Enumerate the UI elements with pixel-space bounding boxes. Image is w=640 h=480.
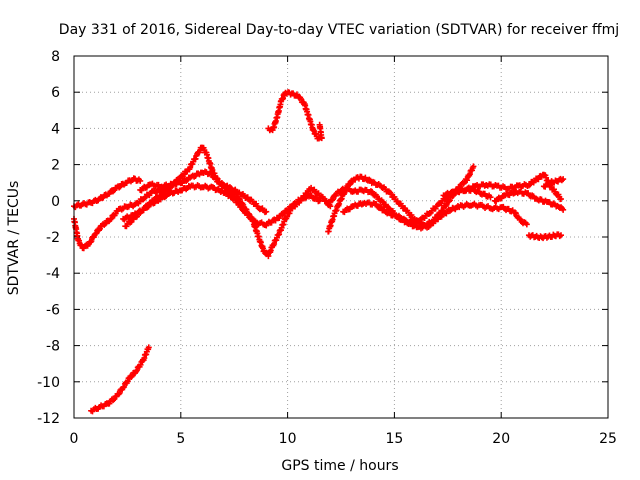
data-point (108, 215, 115, 222)
data-point (238, 204, 245, 211)
data-point (298, 96, 305, 103)
data-point (132, 368, 139, 375)
data-point (124, 378, 131, 385)
x-tick-label: 5 (176, 431, 185, 447)
x-axis-label: GPS time / hours (281, 458, 398, 474)
series-track-n (540, 175, 567, 190)
data-point (535, 176, 542, 183)
series-track-b (71, 175, 144, 211)
grid (74, 56, 608, 418)
x-tick-label: 15 (385, 431, 403, 447)
y-tick-label: 6 (51, 85, 60, 101)
data-points (71, 89, 567, 415)
data-point (133, 367, 140, 374)
data-point (93, 230, 100, 237)
data-point (137, 177, 144, 184)
ticks (73, 55, 609, 419)
y-tick-label: 0 (51, 194, 60, 210)
tick-labels: 0 5 10 15 20 25 -12 -10 -8 -6 -4 -2 0 2 4 6 8 (37, 49, 617, 447)
y-tick-label: 4 (51, 121, 60, 137)
data-point (470, 163, 477, 170)
y-tick-label: -2 (46, 230, 60, 246)
data-point (516, 215, 523, 222)
data-point (107, 216, 114, 223)
data-point (388, 191, 395, 198)
y-axis-label: SDTVAR / TECUs (6, 181, 22, 296)
data-point (121, 383, 128, 390)
series-track-j (340, 199, 530, 232)
series-track-l (491, 188, 567, 213)
y-tick-label: -8 (46, 339, 60, 355)
data-point (137, 361, 144, 368)
series-track-g (265, 89, 325, 142)
data-point (316, 197, 323, 204)
data-point (443, 201, 450, 208)
data-point (525, 182, 532, 189)
x-tick-label: 25 (599, 431, 617, 447)
data-point (248, 214, 255, 221)
data-point (128, 373, 135, 380)
data-point (145, 344, 152, 351)
data-point (523, 221, 530, 228)
data-point (208, 171, 215, 178)
series-track-m (525, 231, 565, 242)
y-tick-label: -12 (37, 411, 60, 427)
data-point (328, 197, 335, 204)
series-track-c (88, 344, 152, 415)
data-point (289, 203, 296, 210)
data-point (487, 194, 494, 201)
y-tick-label: 2 (51, 158, 60, 174)
data-point (87, 239, 94, 246)
y-tick-label: -4 (46, 266, 60, 282)
series-track-h (325, 163, 477, 235)
data-point (329, 196, 336, 203)
data-point (263, 208, 270, 215)
series-track-f (137, 168, 270, 216)
x-tick-label: 20 (492, 431, 510, 447)
data-point (279, 211, 286, 218)
data-point (558, 195, 565, 202)
data-point (435, 216, 442, 223)
data-point (284, 213, 291, 220)
data-point (316, 121, 323, 128)
data-point (558, 232, 565, 239)
y-tick-label: 8 (51, 49, 60, 65)
series-track-e (120, 182, 323, 229)
data-point (376, 203, 383, 210)
data-point (512, 210, 519, 217)
data-point (237, 203, 244, 210)
data-point (116, 390, 123, 397)
plot-frame (73, 55, 609, 419)
chart-title: Day 331 of 2016, Sidereal Day-to-day VTE… (59, 22, 619, 38)
x-tick-label: 10 (279, 431, 297, 447)
x-tick-label: 0 (70, 431, 79, 447)
data-point (115, 391, 122, 398)
y-tick-label: -10 (37, 375, 60, 391)
data-point (560, 176, 567, 183)
data-point (560, 206, 567, 213)
data-point (379, 198, 386, 205)
y-tick-label: -6 (46, 302, 60, 318)
data-point (88, 238, 95, 245)
